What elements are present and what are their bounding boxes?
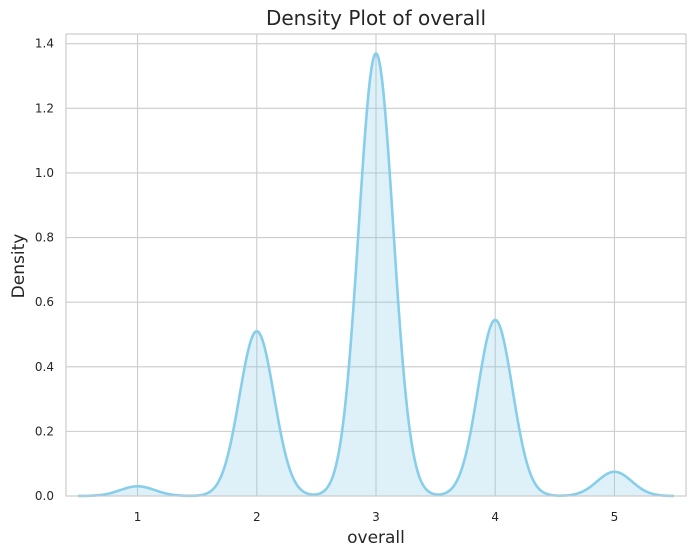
density-area-group — [77, 51, 675, 498]
y-tick-label-1.4: 1.4 — [35, 37, 54, 51]
chart-title: Density Plot of overall — [266, 6, 486, 30]
y-tick-label-1.0: 1.0 — [35, 166, 54, 180]
x-axis-title: overall — [347, 528, 405, 548]
grid — [66, 34, 686, 497]
x-tick-label-5: 5 — [611, 510, 619, 524]
y-tick-label-0.0: 0.0 — [35, 489, 54, 503]
y-tick-label-0.8: 0.8 — [35, 231, 54, 245]
density-fill — [77, 53, 675, 496]
y-tick-label-0.4: 0.4 — [35, 360, 54, 374]
x-tick-label-3: 3 — [372, 510, 380, 524]
plot-frame — [65, 33, 687, 497]
density-line — [77, 51, 675, 498]
x-tick-label-4: 4 — [491, 510, 499, 524]
y-tick-label-0.6: 0.6 — [35, 295, 54, 309]
y-tick-label-0.2: 0.2 — [35, 424, 54, 438]
y-tick-labels: 0.0 0.2 0.4 0.6 0.8 1.0 1.2 1.4 — [35, 37, 54, 503]
x-tick-label-1: 1 — [134, 510, 142, 524]
x-tick-labels: 1 2 3 4 5 — [134, 510, 619, 524]
y-axis-title: Density — [9, 234, 29, 299]
y-tick-label-1.2: 1.2 — [35, 101, 54, 115]
x-tick-label-2: 2 — [253, 510, 261, 524]
